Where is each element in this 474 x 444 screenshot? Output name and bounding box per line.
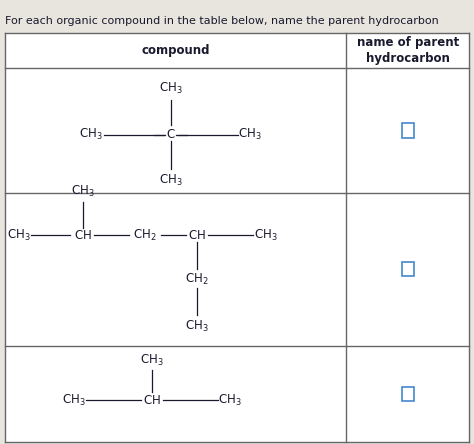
Text: $\mathrm{CH_3}$: $\mathrm{CH_3}$ xyxy=(71,184,95,199)
Bar xyxy=(402,123,413,138)
Text: $\mathrm{CH_3}$: $\mathrm{CH_3}$ xyxy=(159,173,182,189)
Text: $\mathrm{CH_3}$: $\mathrm{CH_3}$ xyxy=(62,393,85,408)
Text: $\mathrm{CH_3}$: $\mathrm{CH_3}$ xyxy=(185,319,209,334)
Text: $\mathrm{CH_3}$: $\mathrm{CH_3}$ xyxy=(80,127,103,143)
Text: $\mathrm{CH_3}$: $\mathrm{CH_3}$ xyxy=(218,393,242,408)
Text: $\mathrm{CH_2}$: $\mathrm{CH_2}$ xyxy=(185,272,209,287)
Bar xyxy=(402,262,413,277)
Text: $\mathrm{CH}$: $\mathrm{CH}$ xyxy=(188,229,206,242)
Text: $\mathrm{C}$: $\mathrm{C}$ xyxy=(166,128,175,141)
Text: $\mathrm{CH}$: $\mathrm{CH}$ xyxy=(143,394,161,407)
Text: $\mathrm{CH}$: $\mathrm{CH}$ xyxy=(74,229,92,242)
Text: $\mathrm{CH_3}$: $\mathrm{CH_3}$ xyxy=(254,228,277,243)
Text: compound: compound xyxy=(141,44,210,57)
Text: $\mathrm{CH_2}$: $\mathrm{CH_2}$ xyxy=(133,228,156,243)
Text: $\mathrm{CH_3}$: $\mathrm{CH_3}$ xyxy=(140,353,164,368)
Text: $\mathrm{CH_3}$: $\mathrm{CH_3}$ xyxy=(159,81,182,96)
Text: name of parent
hydrocarbon: name of parent hydrocarbon xyxy=(356,36,459,65)
Bar xyxy=(402,387,413,401)
Text: $\mathrm{CH_3}$: $\mathrm{CH_3}$ xyxy=(238,127,262,143)
Text: $\mathrm{CH_3}$: $\mathrm{CH_3}$ xyxy=(7,228,31,243)
Text: For each organic compound in the table below, name the parent hydrocarbon: For each organic compound in the table b… xyxy=(5,16,438,26)
